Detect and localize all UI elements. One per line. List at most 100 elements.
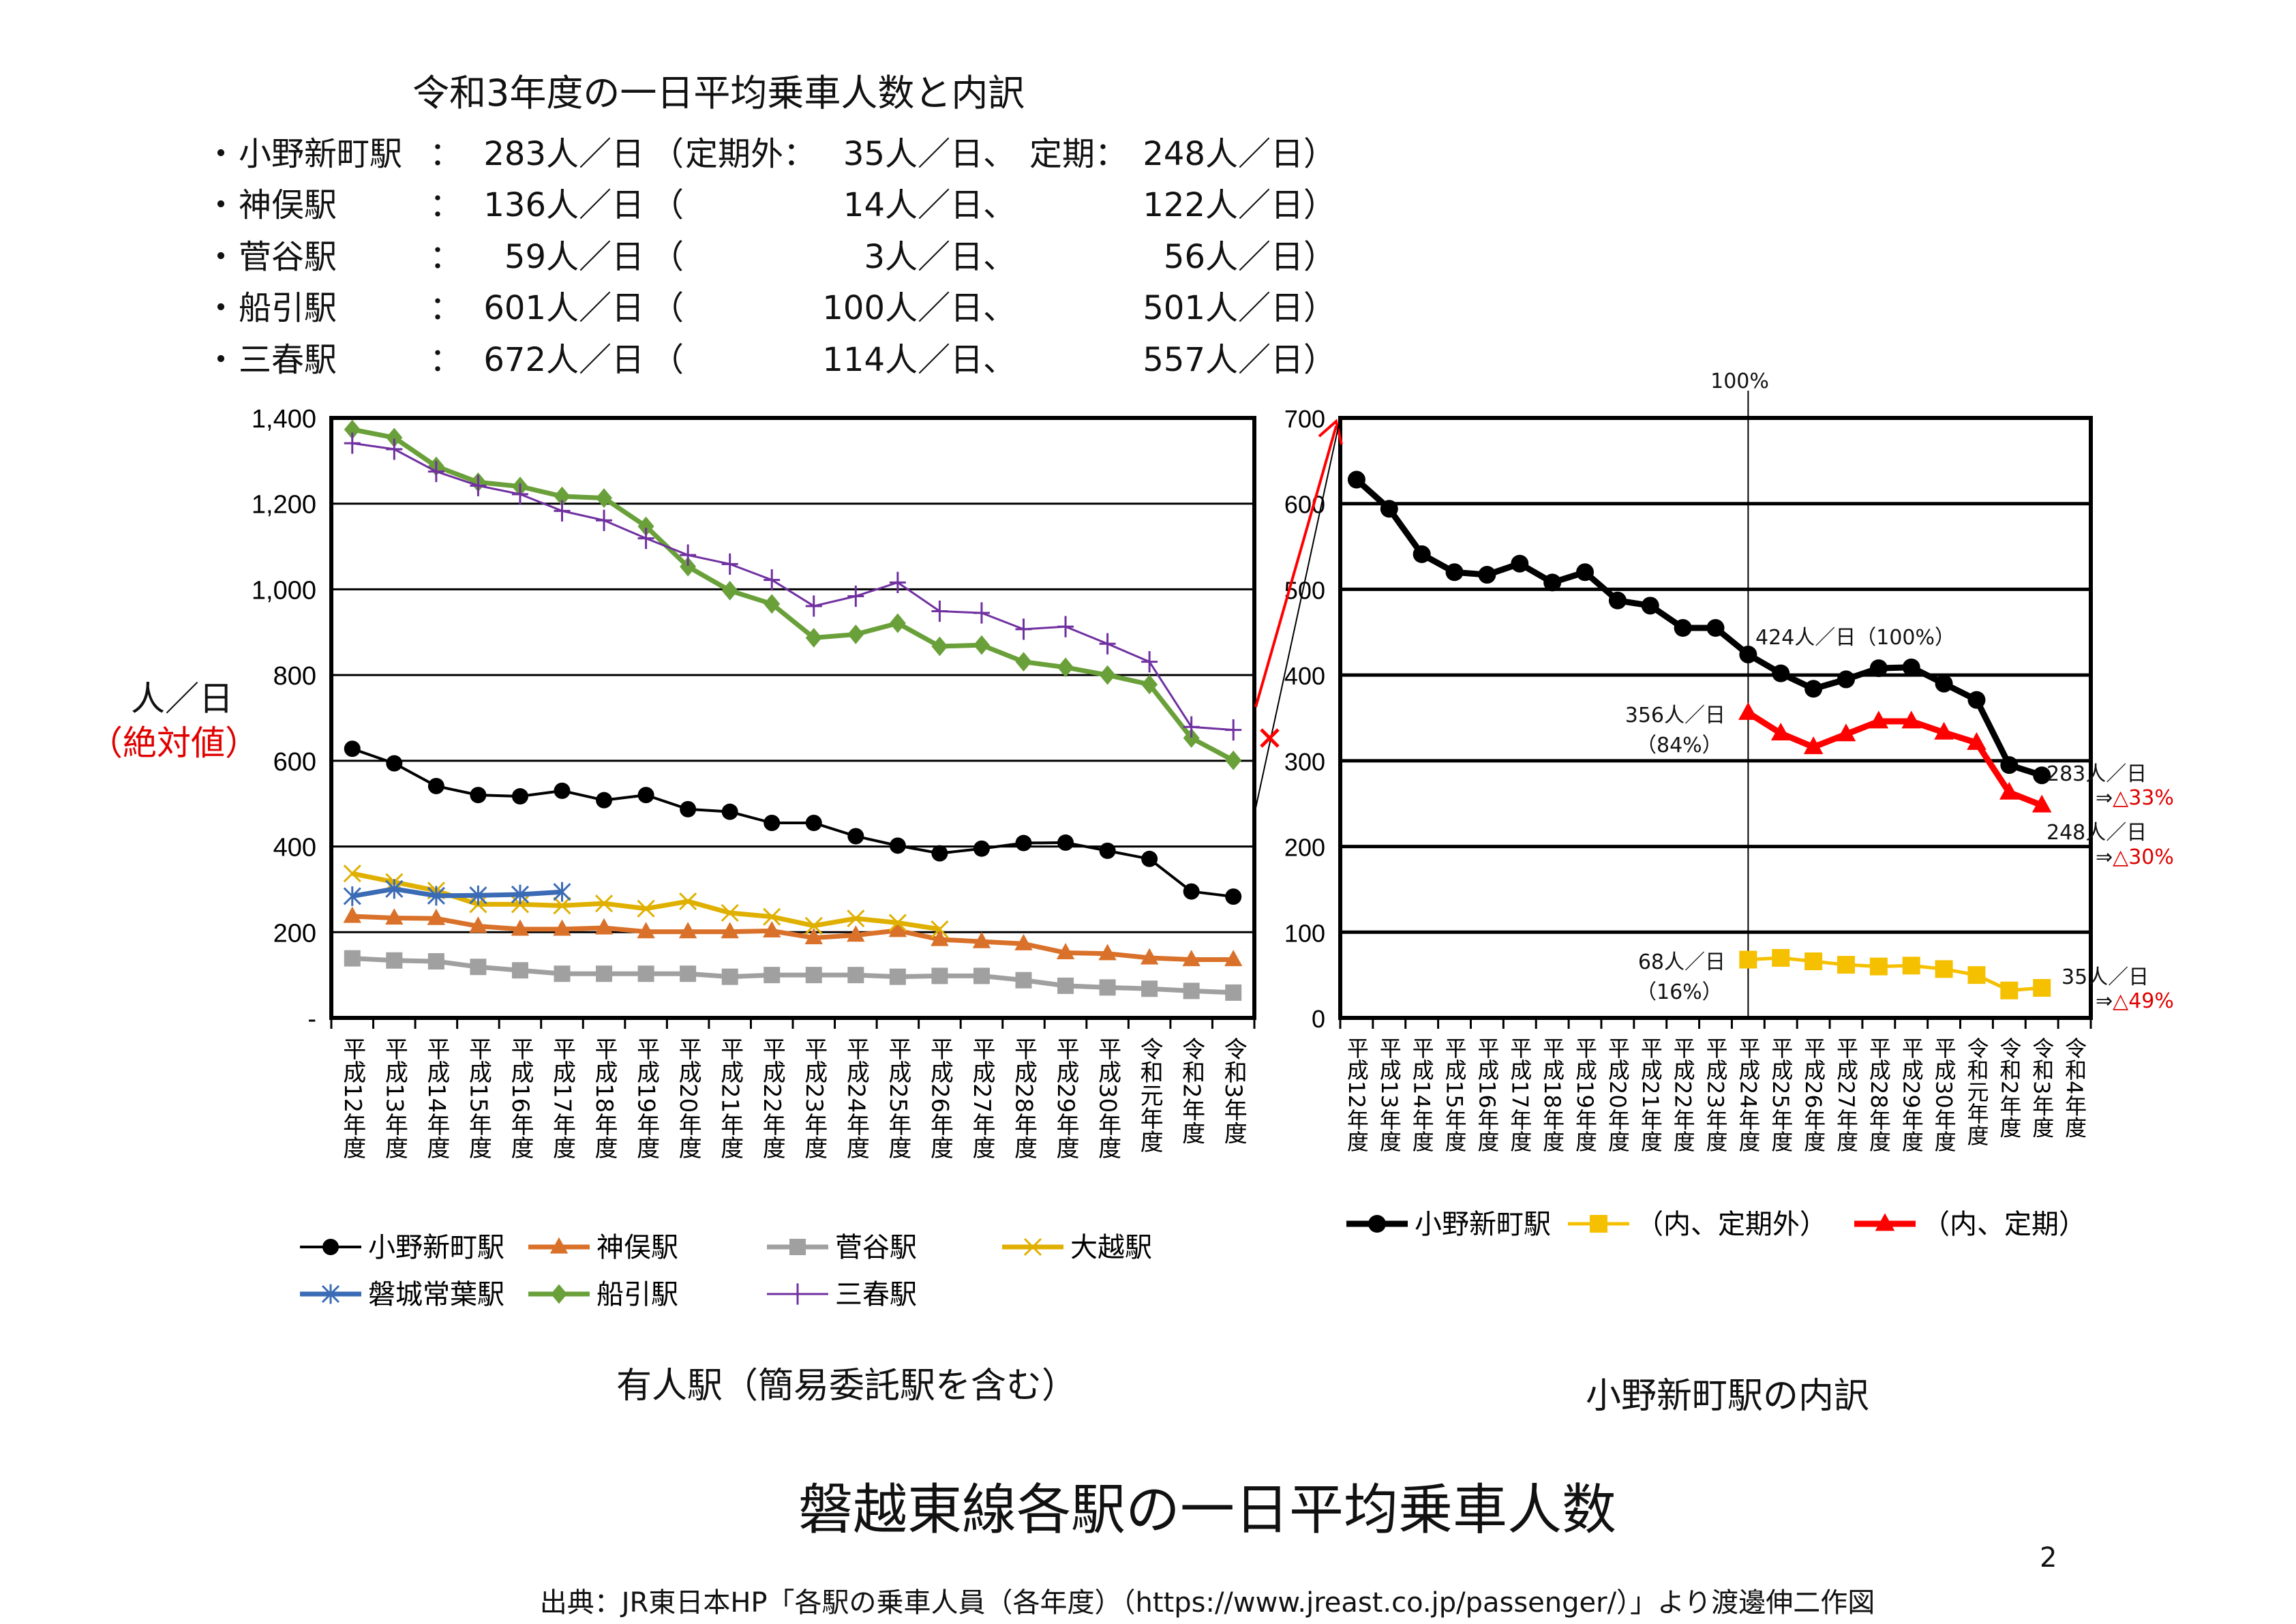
x-tick-label: 平成14年度 xyxy=(423,1037,450,1159)
data-point xyxy=(680,544,697,566)
triangle-marker xyxy=(1056,943,1075,960)
x-marker xyxy=(679,892,697,911)
data-point xyxy=(847,909,865,928)
x-tick-label: 令和2年度 xyxy=(1178,1037,1205,1145)
bullet: ・ xyxy=(205,289,238,327)
diamond-marker xyxy=(386,427,403,448)
square-marker xyxy=(2033,979,2051,997)
plus-marker xyxy=(511,483,528,505)
data-point xyxy=(637,787,654,804)
circle-marker xyxy=(1739,645,1757,663)
triangle-marker xyxy=(1803,736,1824,755)
annotation-end-nonpass: 35人／日 xyxy=(2061,965,2149,989)
data-point xyxy=(1413,545,1431,563)
y-tick-label: 200 xyxy=(273,919,316,948)
triangle-marker xyxy=(1140,948,1159,965)
circle-marker xyxy=(973,840,990,857)
square-marker xyxy=(386,952,403,969)
data-point xyxy=(1183,728,1200,748)
station-name: 三春駅 xyxy=(239,341,337,379)
black-connector-line xyxy=(1255,417,1341,809)
annotation-end-pass-change: ⇒△30% xyxy=(2096,845,2174,869)
series-line xyxy=(352,914,1234,963)
diamond-marker xyxy=(551,1284,567,1304)
circle-marker xyxy=(1380,500,1398,518)
legend-marker xyxy=(1590,1215,1607,1233)
square-marker xyxy=(1057,977,1074,994)
open-paren: （ xyxy=(651,341,684,379)
total-riders: 672人／日 xyxy=(483,341,644,379)
circle-marker xyxy=(1608,591,1627,610)
x-tick-label: 令和元年度 xyxy=(1136,1037,1163,1153)
colon: ： xyxy=(429,135,463,173)
data-point xyxy=(1803,736,1824,755)
data-point xyxy=(931,929,949,946)
legend-label: （内、定期外） xyxy=(1636,1209,1827,1240)
y-tick-label: 300 xyxy=(1284,748,1325,776)
data-point xyxy=(847,625,864,644)
data-point xyxy=(888,920,907,937)
data-point xyxy=(1099,979,1116,996)
square-marker xyxy=(1935,960,1953,978)
data-point xyxy=(344,419,361,440)
plus-marker xyxy=(470,475,487,496)
data-point xyxy=(594,894,614,913)
x-tick-label: 平成20年度 xyxy=(674,1037,701,1159)
data-point xyxy=(554,965,571,982)
data-point xyxy=(343,864,361,883)
circle-marker xyxy=(1772,664,1790,682)
annotation-end-total: 283人／日 xyxy=(2046,762,2147,786)
left-y-axis-label: 人／日 xyxy=(131,679,233,719)
data-point xyxy=(2000,756,2019,775)
x-tick-label: 平成12年度 xyxy=(339,1037,366,1159)
data-point xyxy=(1772,664,1790,682)
plus-marker xyxy=(1225,719,1242,741)
square-marker xyxy=(470,959,487,976)
y-tick-label: 700 xyxy=(1284,405,1325,433)
diamond-marker xyxy=(344,419,361,440)
data-point xyxy=(931,920,949,938)
change-pct: △30% xyxy=(2113,845,2174,869)
asterisk-marker xyxy=(511,884,530,905)
x-marker xyxy=(637,899,655,918)
nonpass-riders: 100人／日、 xyxy=(822,289,1016,327)
circle-marker xyxy=(637,787,654,804)
series-line xyxy=(1748,956,2042,993)
data-point xyxy=(721,922,739,939)
data-point xyxy=(511,788,528,805)
diamond-marker xyxy=(1225,750,1242,770)
legend-item: 大越駅 xyxy=(1002,1232,1152,1263)
series-（内、定期） xyxy=(1738,702,2052,813)
open-paren: （ xyxy=(651,135,684,173)
data-point xyxy=(1770,723,1791,741)
x-tick-label: 平成15年度 xyxy=(1442,1037,1468,1152)
data-point xyxy=(1837,956,1855,974)
legend-marker xyxy=(1875,1213,1895,1231)
data-point xyxy=(1445,563,1464,582)
x-tick-label: 平成12年度 xyxy=(1344,1037,1370,1152)
data-point xyxy=(847,967,864,984)
asterisk-marker xyxy=(343,886,361,906)
data-point xyxy=(1347,470,1365,489)
triangle-marker xyxy=(549,1237,569,1254)
plot-frame xyxy=(1338,416,2093,1020)
x-tick-label: 平成27年度 xyxy=(1833,1037,1859,1152)
x-tick-label: 平成17年度 xyxy=(549,1037,576,1159)
x-tick-label: 平成30年度 xyxy=(1931,1037,1957,1152)
circle-marker xyxy=(2033,766,2051,785)
data-point xyxy=(385,908,404,925)
x-marker xyxy=(847,909,865,928)
circle-marker xyxy=(1804,680,1823,698)
data-point xyxy=(889,613,906,633)
circle-marker xyxy=(1478,566,1496,584)
triangle-marker xyxy=(1770,723,1791,741)
square-marker xyxy=(789,1239,806,1255)
triangle-marker xyxy=(1098,944,1117,961)
triangle-marker xyxy=(847,925,865,942)
data-point xyxy=(1869,710,1889,729)
colon: ： xyxy=(429,186,463,224)
circle-marker xyxy=(1935,674,1953,693)
data-point xyxy=(1141,850,1158,867)
data-point xyxy=(1225,719,1242,741)
x-tick-label: 平成29年度 xyxy=(1899,1037,1924,1152)
